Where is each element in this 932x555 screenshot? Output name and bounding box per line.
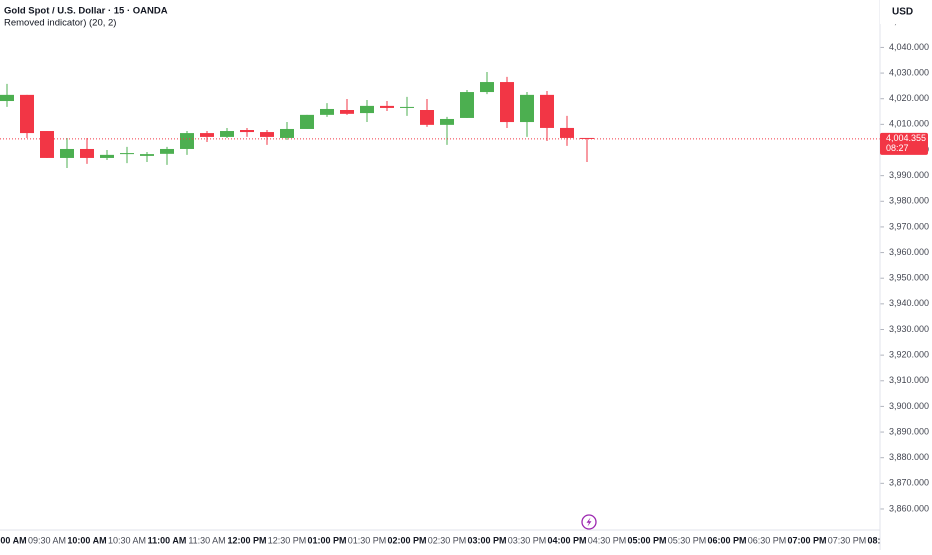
candle-body [560, 127, 574, 138]
y-tick-label: 3,870.000 [889, 478, 929, 488]
y-tick-label: 4,040.000 [889, 42, 929, 52]
candle-body [180, 133, 194, 149]
currency-label: USD [892, 7, 913, 18]
x-tick-label: 11:30 AM [188, 535, 225, 545]
x-tick-label: 04:00 PM [547, 535, 586, 545]
y-tick-label: 3,970.000 [889, 221, 929, 231]
y-tick-label: 3,990.000 [889, 170, 929, 180]
currency-box [880, 0, 932, 24]
candle-body [360, 105, 374, 114]
countdown-label: 08:27 [886, 143, 909, 153]
candle-body [480, 82, 494, 93]
icon-bolt [586, 517, 592, 527]
x-tick-label: 03:00 PM [467, 535, 506, 545]
candle-body [80, 148, 94, 158]
y-tick-label: 3,980.000 [889, 196, 929, 206]
x-tick-label: 09:30 AM [28, 535, 66, 545]
candle-body [260, 132, 274, 137]
x-tick-label: 03:30 PM [508, 535, 547, 545]
x-tick-label: 06:00 PM [707, 535, 746, 545]
x-tick-label: 07:30 PM [828, 535, 867, 545]
y-tick-label: 4,030.000 [889, 67, 929, 77]
x-tick-label: 02:30 PM [428, 535, 467, 545]
x-tick-label: 12:30 PM [268, 535, 307, 545]
candle-body [320, 108, 334, 115]
candle-body [240, 130, 254, 133]
candle-body [300, 114, 314, 129]
y-tick-label: 4,020.000 [889, 93, 929, 103]
candle-body [280, 128, 294, 138]
candle-body [160, 148, 174, 154]
last-price-label: 4,004.355 [886, 133, 926, 143]
candle-body [460, 92, 474, 118]
candle-body [540, 94, 554, 128]
y-axis: 3,860.000 3,870.000 3,880.000 3,890.000 3,90… [880, 16, 929, 513]
y-tick-label: 4,010.000 [889, 119, 929, 129]
candle-body [100, 154, 114, 158]
y-tick-label: 3,930.000 [889, 324, 929, 334]
y-tick-label: 3,920.000 [889, 350, 929, 360]
lightning-icon[interactable] [581, 514, 597, 530]
candle-body [440, 118, 454, 125]
x-tick-label: 06:30 PM [748, 535, 787, 545]
y-tick-label: 3,940.000 [889, 298, 929, 308]
x-tick-label: 10:30 AM [108, 535, 146, 545]
candle-body [20, 94, 34, 134]
candle-body [220, 131, 234, 137]
y-tick-label: 3,860.000 [889, 503, 929, 513]
chart-subtitle: Removed indicator) (20, 2) [4, 18, 116, 29]
y-tick-label: 3,960.000 [889, 247, 929, 257]
x-tick-label: 04:30 PM [588, 535, 627, 545]
x-tick-label: 11:00 AM [148, 535, 187, 545]
icon-ring [581, 514, 597, 530]
candle-body [340, 110, 354, 114]
candle-body [200, 133, 214, 137]
candle-body [520, 94, 534, 123]
y-tick-label: 3,880.000 [889, 452, 929, 462]
x-tick-label: 01:00 PM [307, 535, 346, 545]
x-tick-label: 02:00 PM [387, 535, 426, 545]
last-price-box [880, 132, 928, 155]
x-tick-label: 10:00 AM [67, 535, 106, 545]
candle-body [40, 131, 54, 158]
candle-body [140, 154, 154, 156]
x-tick-label: 07:00 PM [787, 535, 826, 545]
y-tick-label: 3,910.000 [889, 375, 929, 385]
y-tick-label: 3,900.000 [889, 401, 929, 411]
candle-body [500, 82, 514, 123]
x-tick-label: 12:00 PM [227, 535, 266, 545]
x-tick-label: 09:00 AM [0, 535, 27, 545]
candle-body [380, 105, 394, 108]
candle-body [420, 110, 434, 125]
x-tick-label: 05:00 PM [627, 535, 666, 545]
y-tick-label: 3,950.000 [889, 273, 929, 283]
x-tick-label: 01:30 PM [348, 535, 387, 545]
x-tick-label: 08:00 PM [867, 535, 906, 545]
x-tick-label: 05:30 PM [668, 535, 707, 545]
candle-body [580, 137, 594, 139]
candle-body [400, 106, 414, 108]
candle-body [60, 148, 74, 158]
plot-area [0, 72, 880, 168]
chart-title: Gold Spot / U.S. Dollar · 15 · OANDA [4, 6, 168, 17]
candle-body [0, 94, 14, 102]
y-tick-label: 3,890.000 [889, 426, 929, 436]
candle-body [120, 153, 134, 155]
